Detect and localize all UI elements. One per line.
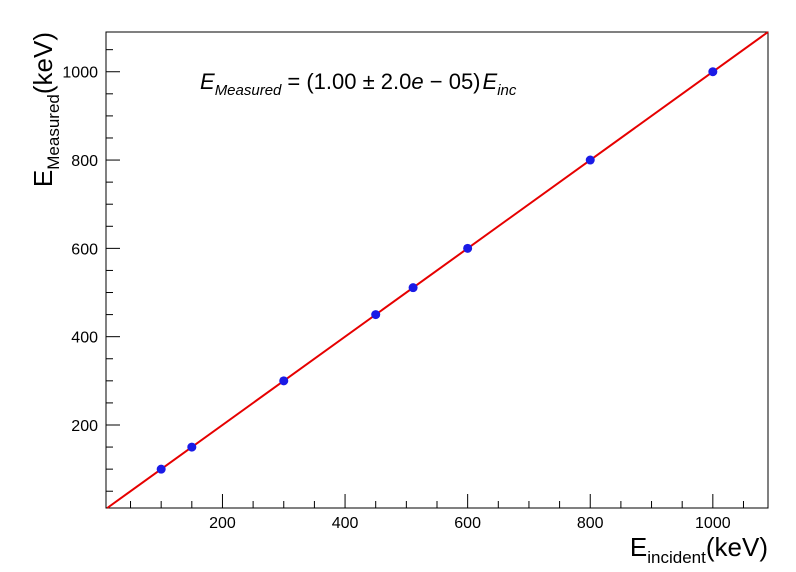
fit-formula: EMeasured = (1.00 ± 2.0e − 05)Einc	[200, 69, 517, 99]
x-axis: 200 400 600 800 1000	[130, 494, 744, 532]
formula-lhs-sub: Measured	[215, 82, 282, 99]
x-axis-title-unit: (keV)	[706, 532, 768, 562]
x-axis-title: Eincident(keV)	[630, 532, 768, 567]
data-point	[708, 67, 718, 77]
y-tick-label: 200	[71, 418, 98, 435]
y-axis-title-main: E	[28, 170, 58, 187]
y-tick-label: 1000	[62, 65, 98, 82]
data-point	[279, 376, 289, 386]
formula-rhs-sub: inc	[497, 82, 517, 99]
y-tick-label: 800	[71, 153, 98, 170]
data-points	[156, 67, 718, 474]
fit-line	[106, 31, 769, 509]
data-point	[187, 442, 197, 452]
x-tick-label: 400	[332, 515, 359, 532]
x-axis-title-sub: incident	[647, 548, 706, 567]
y-tick-label: 600	[71, 241, 98, 258]
x-tick-label: 800	[577, 515, 604, 532]
data-point	[408, 283, 418, 293]
data-point	[463, 243, 473, 253]
y-tick-label: 400	[71, 330, 98, 347]
data-point	[585, 155, 595, 165]
formula-e: e	[411, 69, 423, 94]
y-axis: 200 400 600 800 1000	[62, 49, 120, 492]
x-tick-label: 1000	[695, 515, 731, 532]
y-axis-title-unit: (keV)	[28, 32, 58, 94]
y-axis-title-sub: Measured	[44, 94, 63, 170]
fit-layer	[106, 31, 769, 509]
formula-exp: − 05)	[424, 69, 481, 94]
x-tick-label: 200	[209, 515, 236, 532]
formula-rhs: E	[483, 69, 498, 94]
x-axis-title-main: E	[630, 532, 647, 562]
formula-lhs: E	[200, 69, 215, 94]
data-point	[371, 310, 381, 320]
x-tick-label: 600	[454, 515, 481, 532]
data-point	[156, 464, 166, 474]
y-axis-title: EMeasured(keV)	[28, 32, 63, 187]
formula-eq: = (1.00 ± 2.0	[287, 69, 411, 94]
